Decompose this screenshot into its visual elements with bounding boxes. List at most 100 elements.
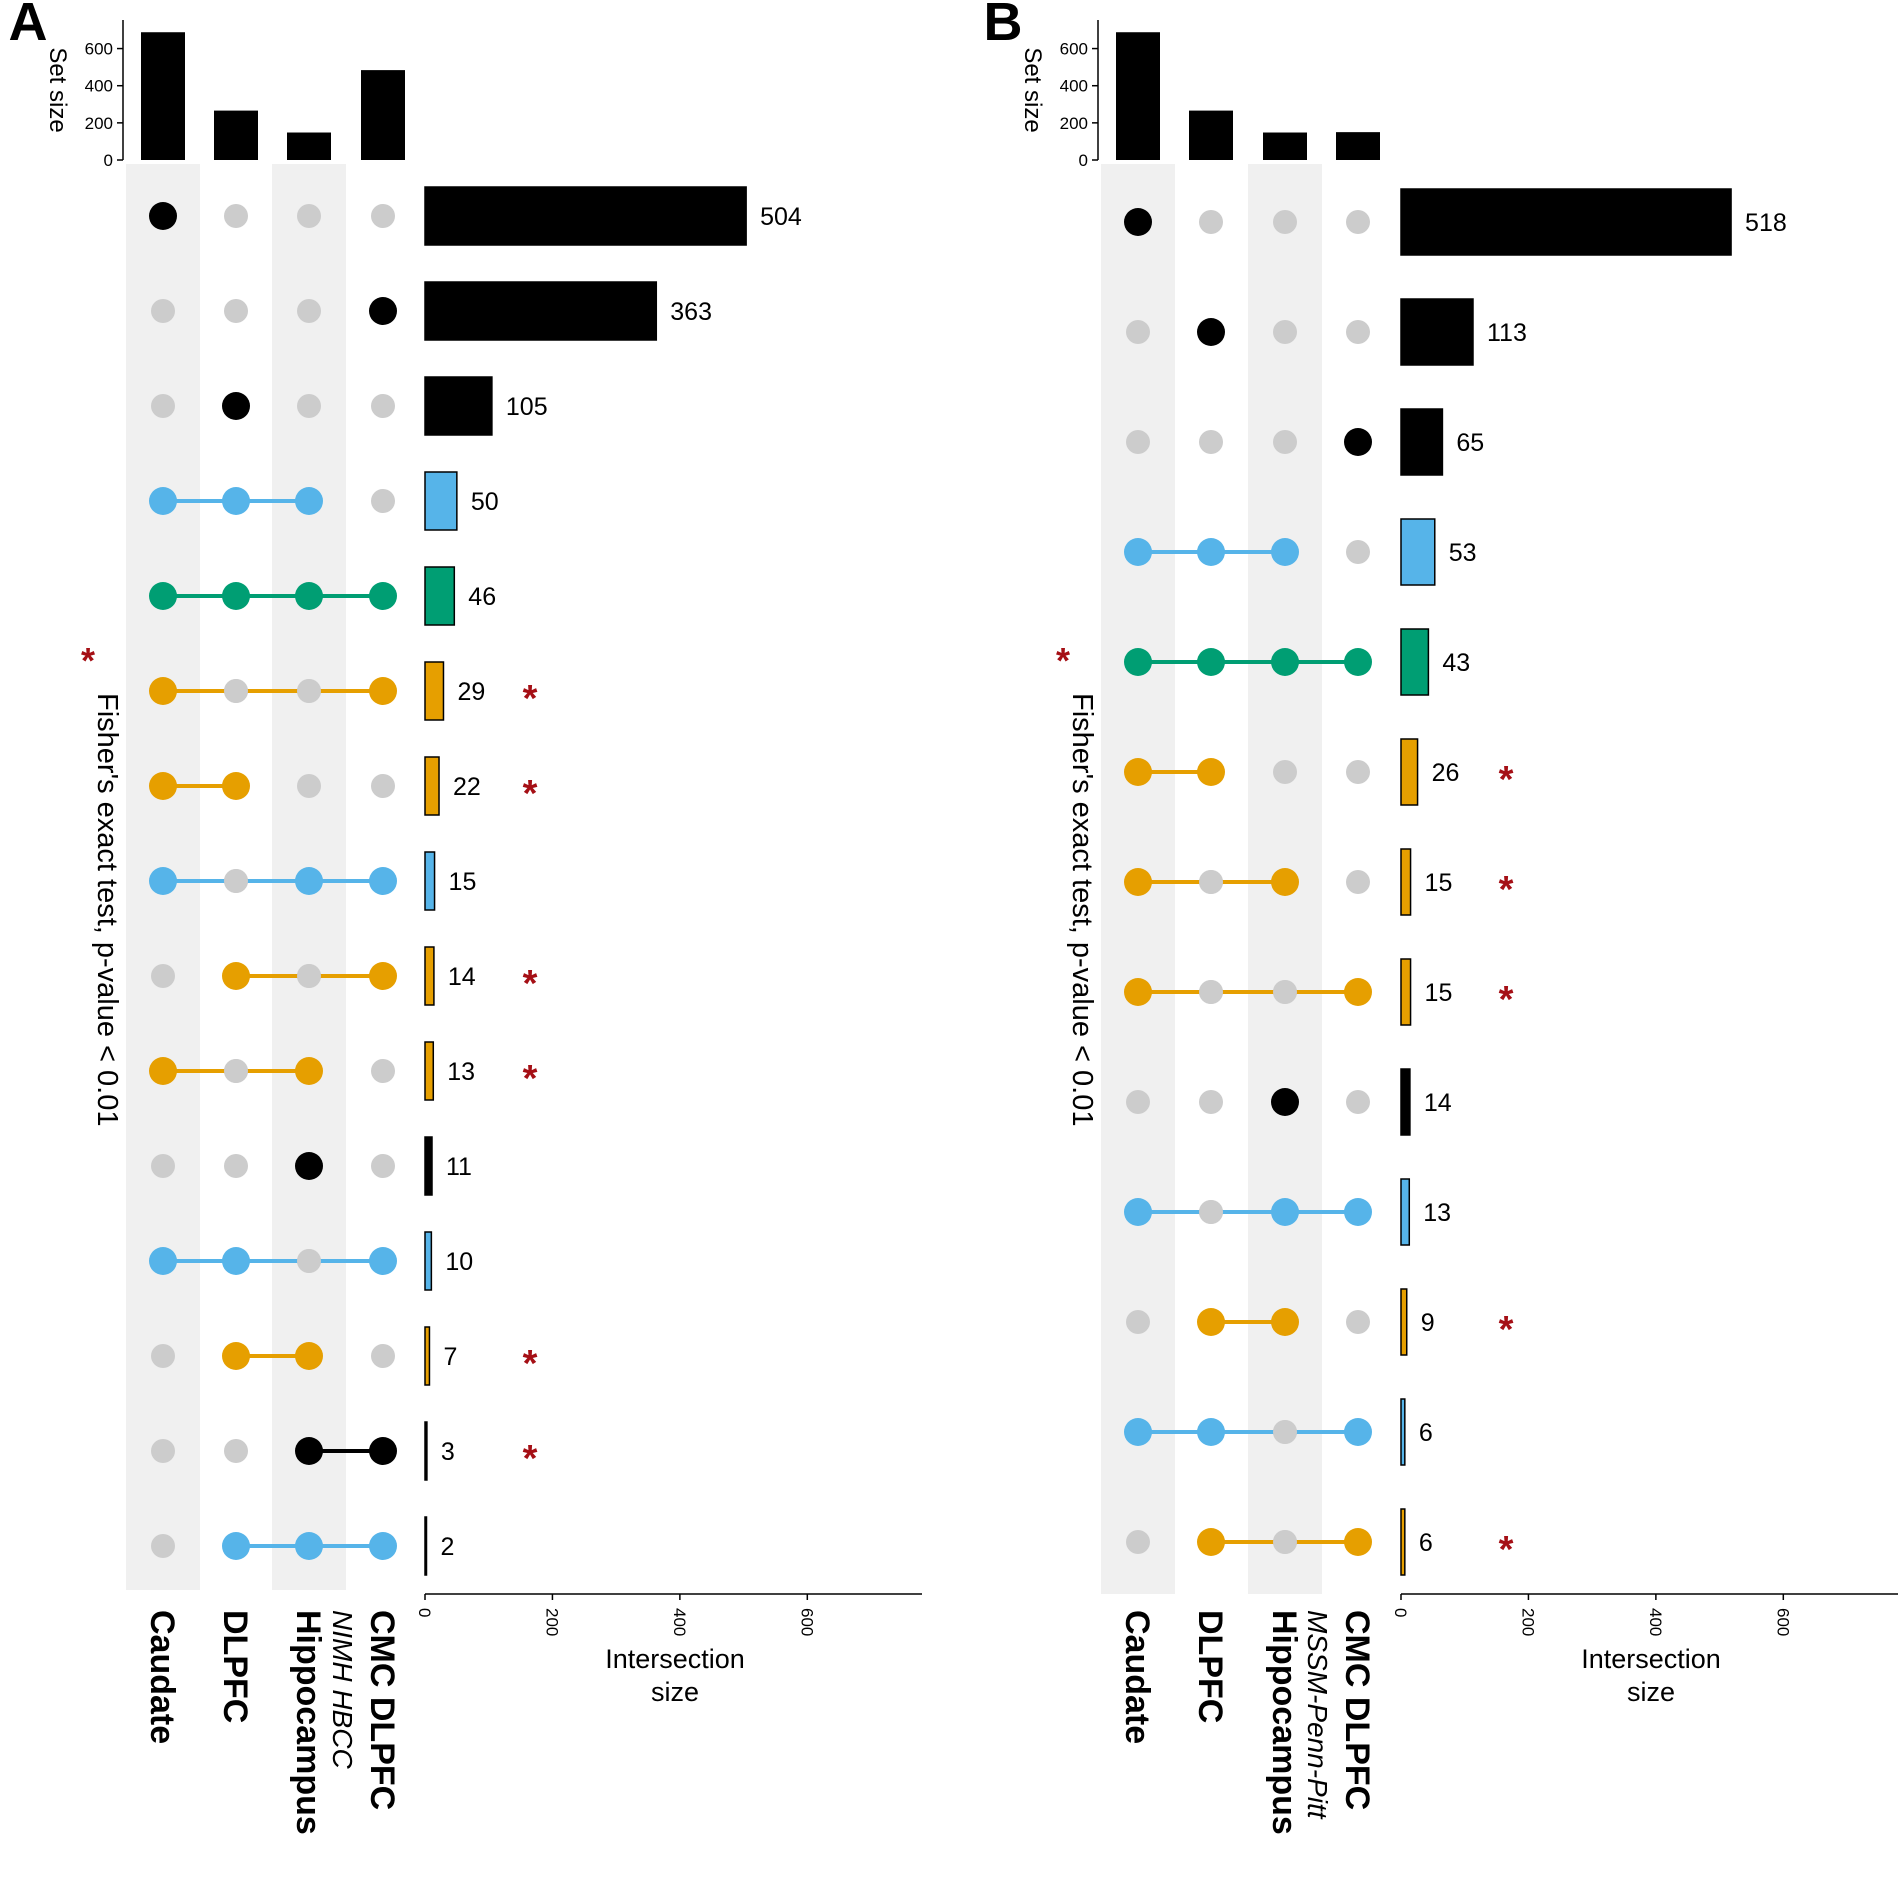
matrix-dot-inactive <box>151 964 175 988</box>
matrix-dot-active <box>1124 1418 1152 1446</box>
set-sublabel: NIMH HBCC <box>327 1610 358 1769</box>
intersection-axis-title: size <box>651 1677 699 1707</box>
set-size-tick-label: 200 <box>1060 114 1088 133</box>
significance-star: * <box>1499 1309 1514 1351</box>
matrix-dot-inactive <box>151 394 175 418</box>
matrix-dot-inactive <box>151 1344 175 1368</box>
intersection-bar-label: 14 <box>1424 1089 1452 1117</box>
intersection-row: 65 <box>1126 408 1484 476</box>
intersection-row: 14 * <box>151 946 538 1006</box>
set-size-bar <box>1263 132 1307 160</box>
matrix-dot-inactive <box>1199 1090 1223 1114</box>
matrix-dot-inactive <box>1199 210 1223 234</box>
intersection-bar-label: 43 <box>1442 649 1470 677</box>
intersection-bar-label: 13 <box>447 1058 475 1086</box>
set-size-tick-label: 200 <box>85 114 113 133</box>
matrix-dot-inactive <box>1126 1530 1150 1554</box>
intersection-row: 113 <box>1126 298 1527 366</box>
matrix-dot-active <box>222 962 250 990</box>
matrix-dot-active <box>1197 758 1225 786</box>
intersection-row: 7 * <box>151 1326 538 1386</box>
intersection-bar <box>424 376 493 436</box>
intersection-axis-tick-label: 200 <box>542 1608 561 1636</box>
intersection-bar-label: 11 <box>446 1153 472 1181</box>
matrix-dot-active <box>222 1247 250 1275</box>
intersection-bar <box>424 756 440 816</box>
matrix-dot-inactive <box>224 1059 248 1083</box>
matrix-dot-inactive <box>224 204 248 228</box>
matrix-dot-active <box>1344 428 1372 456</box>
intersection-row: 10 <box>149 1231 473 1291</box>
matrix-dot-inactive <box>371 774 395 798</box>
significance-star: * <box>523 1058 538 1100</box>
matrix-dot-active <box>1271 1198 1299 1226</box>
matrix-dot-active <box>1344 648 1372 676</box>
matrix-dot-active <box>1197 538 1225 566</box>
matrix-dot-active <box>295 1057 323 1085</box>
set-size-bar <box>287 132 331 160</box>
matrix-dot-active <box>1344 1198 1372 1226</box>
intersection-bar <box>1400 1288 1408 1356</box>
matrix-dot-inactive <box>1346 1090 1370 1114</box>
intersection-row: 6 * <box>1126 1508 1514 1576</box>
intersection-bar <box>1400 1178 1411 1246</box>
matrix-dot-inactive <box>371 1154 395 1178</box>
set-size-tick-label: 600 <box>85 40 113 59</box>
significance-star: * <box>1499 759 1514 801</box>
set-label: Caudate <box>143 1610 181 1744</box>
matrix-dot-inactive <box>224 1154 248 1178</box>
intersection-row: 26 * <box>1124 738 1514 806</box>
matrix-dot-active <box>1124 868 1152 896</box>
matrix-dot-active <box>1124 208 1152 236</box>
matrix-dot-inactive <box>1346 870 1370 894</box>
matrix-dot-active <box>1124 538 1152 566</box>
matrix-dot-inactive <box>1273 980 1297 1004</box>
intersection-axis-title: Intersection <box>1581 1644 1721 1674</box>
intersection-bar-label: 504 <box>760 203 802 231</box>
intersection-row: 14 <box>1126 1068 1452 1136</box>
intersection-row: 53 <box>1124 518 1477 586</box>
intersection-bar-label: 105 <box>506 393 548 421</box>
matrix-dot-active <box>149 487 177 515</box>
intersection-row: 518 <box>1124 188 1787 256</box>
intersection-bar <box>424 1421 428 1481</box>
matrix-dot-active <box>149 582 177 610</box>
legend-text: Fisher's exact test, p-value < 0.01 <box>1066 693 1098 1127</box>
matrix-dot-active <box>1197 1308 1225 1336</box>
matrix-dot-active <box>1271 648 1299 676</box>
matrix-dot-inactive <box>1346 1310 1370 1334</box>
intersection-bar <box>1400 1508 1406 1576</box>
matrix-dot-active <box>295 1532 323 1560</box>
intersection-bar-label: 9 <box>1421 1309 1435 1337</box>
set-label: Hippocampus <box>1265 1610 1303 1835</box>
matrix-dot-inactive <box>1346 210 1370 234</box>
matrix-dot-active <box>149 867 177 895</box>
intersection-row: 13 * <box>149 1041 538 1101</box>
matrix-dot-active <box>369 1437 397 1465</box>
matrix-dot-active <box>295 1152 323 1180</box>
intersection-axis-title: size <box>1627 1677 1675 1707</box>
intersection-bar <box>424 1231 433 1291</box>
set-label: DLPFC <box>216 1610 254 1723</box>
legend-star: * <box>1056 640 1070 681</box>
matrix-dot-inactive <box>151 1534 175 1558</box>
matrix-dot-inactive <box>151 299 175 323</box>
set-size-tick-label: 0 <box>1079 151 1088 170</box>
matrix-dot-inactive <box>371 1344 395 1368</box>
upset-panel-a: A 0 200 400 600 Set size 504 363 105 50 46 29 * 22 * 15… <box>9 0 922 1835</box>
matrix-dot-active <box>1197 1418 1225 1446</box>
matrix-dot-inactive <box>1273 430 1297 454</box>
intersection-axis-title: Intersection <box>605 1644 745 1674</box>
intersection-row: 43 <box>1124 628 1470 696</box>
matrix-dot-active <box>149 677 177 705</box>
matrix-dot-active <box>1124 758 1152 786</box>
matrix-dot-active <box>222 772 250 800</box>
intersection-bar-label: 363 <box>670 298 712 326</box>
intersection-row: 105 <box>151 376 548 436</box>
matrix-dot-inactive <box>1199 1200 1223 1224</box>
set-size-tick-label: 400 <box>1060 77 1088 96</box>
intersection-bar-label: 15 <box>449 868 477 896</box>
intersection-bar-label: 29 <box>457 678 485 706</box>
intersection-bar-label: 65 <box>1456 429 1484 457</box>
upset-panel-b: B 0 200 400 600 Set size 518 113 65 53 43 26 * 15 * 15 *… <box>984 0 1898 1835</box>
